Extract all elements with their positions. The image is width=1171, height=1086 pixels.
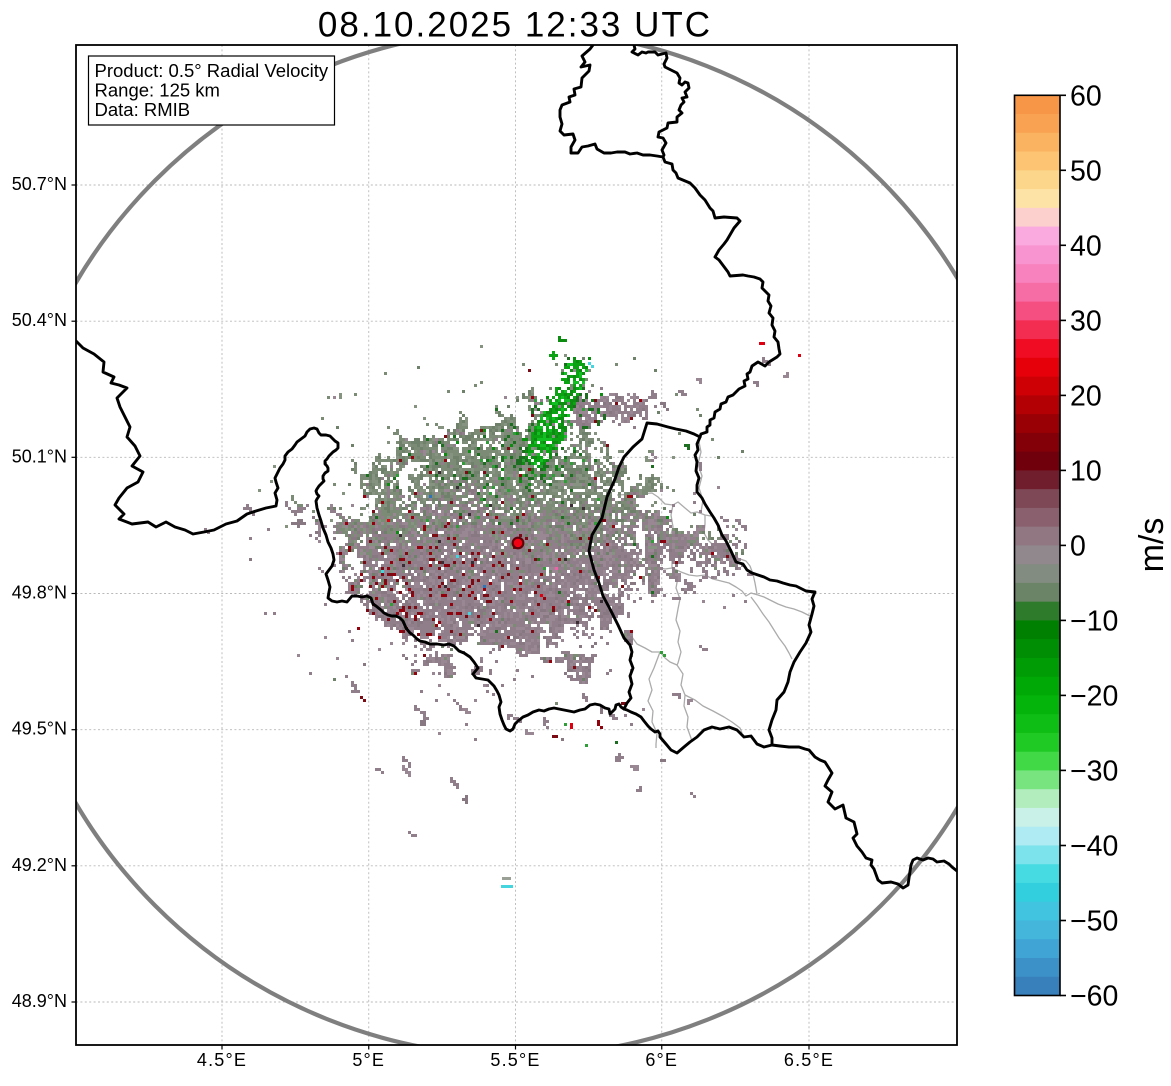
svg-text:5.5°E: 5.5°E bbox=[490, 1050, 540, 1070]
svg-text:10: 10 bbox=[1070, 455, 1102, 487]
svg-text:Data: RMIB: Data: RMIB bbox=[95, 99, 191, 120]
svg-text:50.4°N: 50.4°N bbox=[12, 310, 67, 330]
svg-text:20: 20 bbox=[1070, 380, 1102, 412]
svg-text:49.5°N: 49.5°N bbox=[12, 719, 67, 739]
svg-text:m/s: m/s bbox=[1133, 518, 1171, 573]
svg-text:50.1°N: 50.1°N bbox=[12, 446, 67, 466]
svg-text:−50: −50 bbox=[1070, 906, 1118, 938]
svg-text:−30: −30 bbox=[1070, 755, 1118, 787]
svg-text:50: 50 bbox=[1070, 155, 1102, 187]
svg-text:−10: −10 bbox=[1070, 605, 1118, 637]
svg-text:−40: −40 bbox=[1070, 831, 1118, 863]
svg-text:Product: 0.5° Radial Velocity: Product: 0.5° Radial Velocity bbox=[95, 60, 329, 81]
svg-text:−20: −20 bbox=[1070, 680, 1118, 712]
svg-text:30: 30 bbox=[1070, 305, 1102, 337]
svg-text:50.7°N: 50.7°N bbox=[12, 174, 67, 194]
svg-text:6.5°E: 6.5°E bbox=[784, 1050, 834, 1070]
svg-text:49.2°N: 49.2°N bbox=[12, 855, 67, 875]
svg-text:4.5°E: 4.5°E bbox=[197, 1050, 247, 1070]
svg-text:−60: −60 bbox=[1070, 981, 1118, 1013]
svg-text:40: 40 bbox=[1070, 230, 1102, 262]
svg-text:6°E: 6°E bbox=[645, 1050, 678, 1070]
svg-text:60: 60 bbox=[1070, 80, 1102, 112]
svg-text:08.10.2025 12:33 UTC: 08.10.2025 12:33 UTC bbox=[318, 6, 712, 45]
svg-text:5°E: 5°E bbox=[352, 1050, 385, 1070]
svg-text:49.8°N: 49.8°N bbox=[12, 583, 67, 603]
svg-text:0: 0 bbox=[1070, 530, 1086, 562]
svg-text:48.9°N: 48.9°N bbox=[12, 991, 67, 1011]
svg-text:Range: 125 km: Range: 125 km bbox=[95, 80, 220, 101]
